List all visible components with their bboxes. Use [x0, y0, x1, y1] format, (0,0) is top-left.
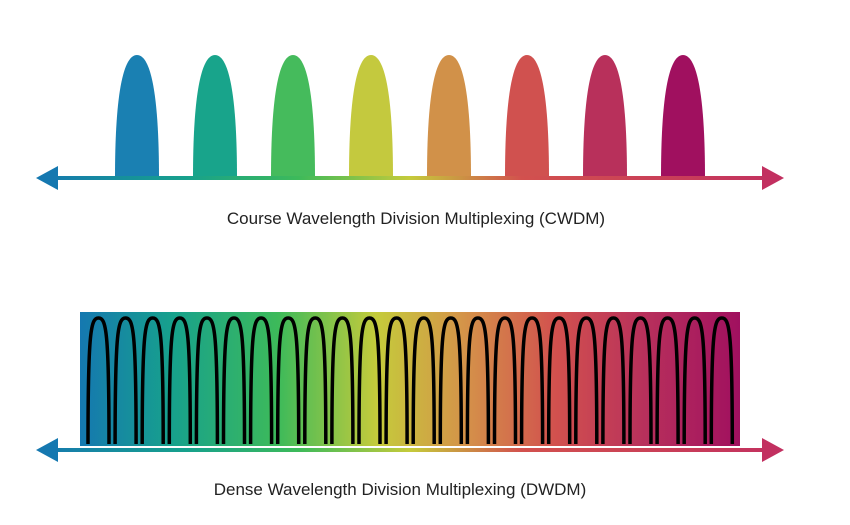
cwdm-channel: [349, 55, 393, 178]
arrow-right: [762, 166, 784, 190]
cwdm-axis: [36, 166, 784, 190]
cwdm-peaks: [115, 55, 705, 178]
dwdm-band: [80, 312, 740, 446]
cwdm-channel: [115, 55, 159, 178]
cwdm-channel: [505, 55, 549, 178]
dwdm-channels: [86, 316, 735, 445]
dwdm-axis: [36, 438, 784, 462]
cwdm-channel: [193, 55, 237, 178]
cwdm-channel: [583, 55, 627, 178]
cwdm-caption: Course Wavelength Division Multiplexing …: [227, 209, 605, 228]
dwdm-caption: Dense Wavelength Division Multiplexing (…: [214, 480, 587, 499]
arrow-right: [762, 438, 784, 462]
arrow-left: [36, 438, 58, 462]
arrow-left: [36, 166, 58, 190]
cwdm-channel: [271, 55, 315, 178]
cwdm-channel: [661, 55, 705, 178]
cwdm-channel: [427, 55, 471, 178]
